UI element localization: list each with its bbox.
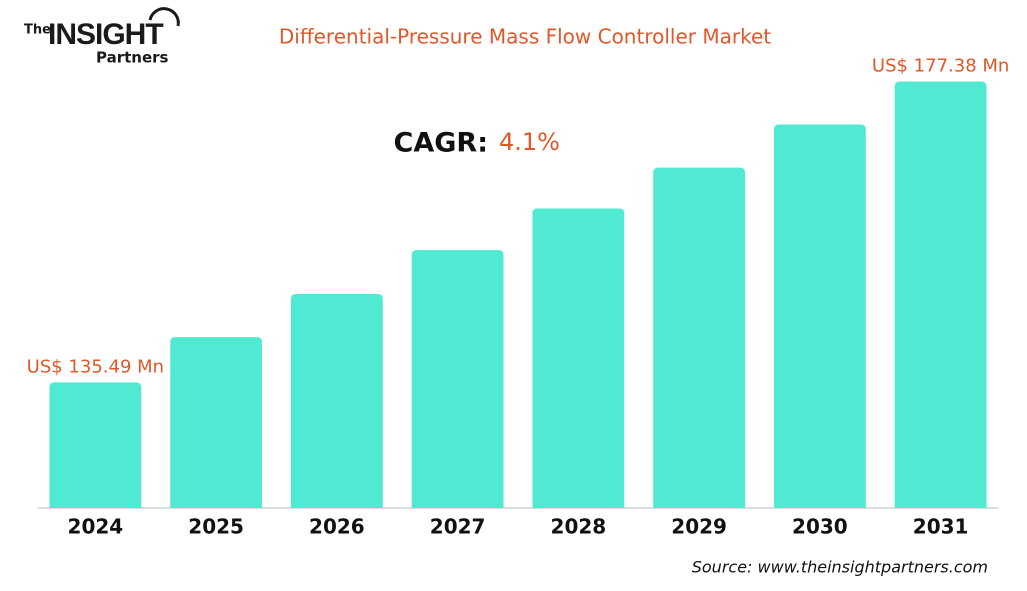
- x-tick-label: 2028: [551, 515, 607, 539]
- x-tick-label: 2027: [430, 515, 486, 539]
- bar: [49, 382, 142, 508]
- bar: [290, 293, 383, 508]
- logo-arc: [148, 7, 180, 27]
- bar: [411, 250, 504, 508]
- x-tick-label: 2031: [913, 515, 969, 539]
- logo: The INSIGHT Partners: [24, 7, 180, 67]
- x-tick-label: 2030: [792, 515, 848, 539]
- source: Source: www.theinsightpartners.com: [692, 558, 988, 577]
- x-tick-label: 2029: [671, 515, 727, 539]
- logo-insight: INSIGHT: [48, 18, 163, 51]
- bar: [653, 167, 746, 508]
- value-label: US$ 135.49 Mn: [27, 356, 164, 377]
- logo-the: The: [24, 23, 51, 38]
- bar: [532, 208, 625, 508]
- value-label: US$ 177.38 Mn: [872, 56, 1009, 77]
- cagr-label: CAGR:: [394, 128, 488, 159]
- x-tick-label: 2025: [188, 515, 244, 539]
- bar: [170, 337, 263, 508]
- logo-partners: Partners: [96, 49, 169, 67]
- cagr-value: 4.1%: [499, 128, 560, 156]
- bar: [773, 124, 866, 508]
- chart-title: Differential-Pressure Mass Flow Controll…: [279, 25, 771, 49]
- x-tick-label: 2026: [309, 515, 365, 539]
- bar: [894, 81, 987, 508]
- x-tick-label: 2024: [68, 515, 124, 539]
